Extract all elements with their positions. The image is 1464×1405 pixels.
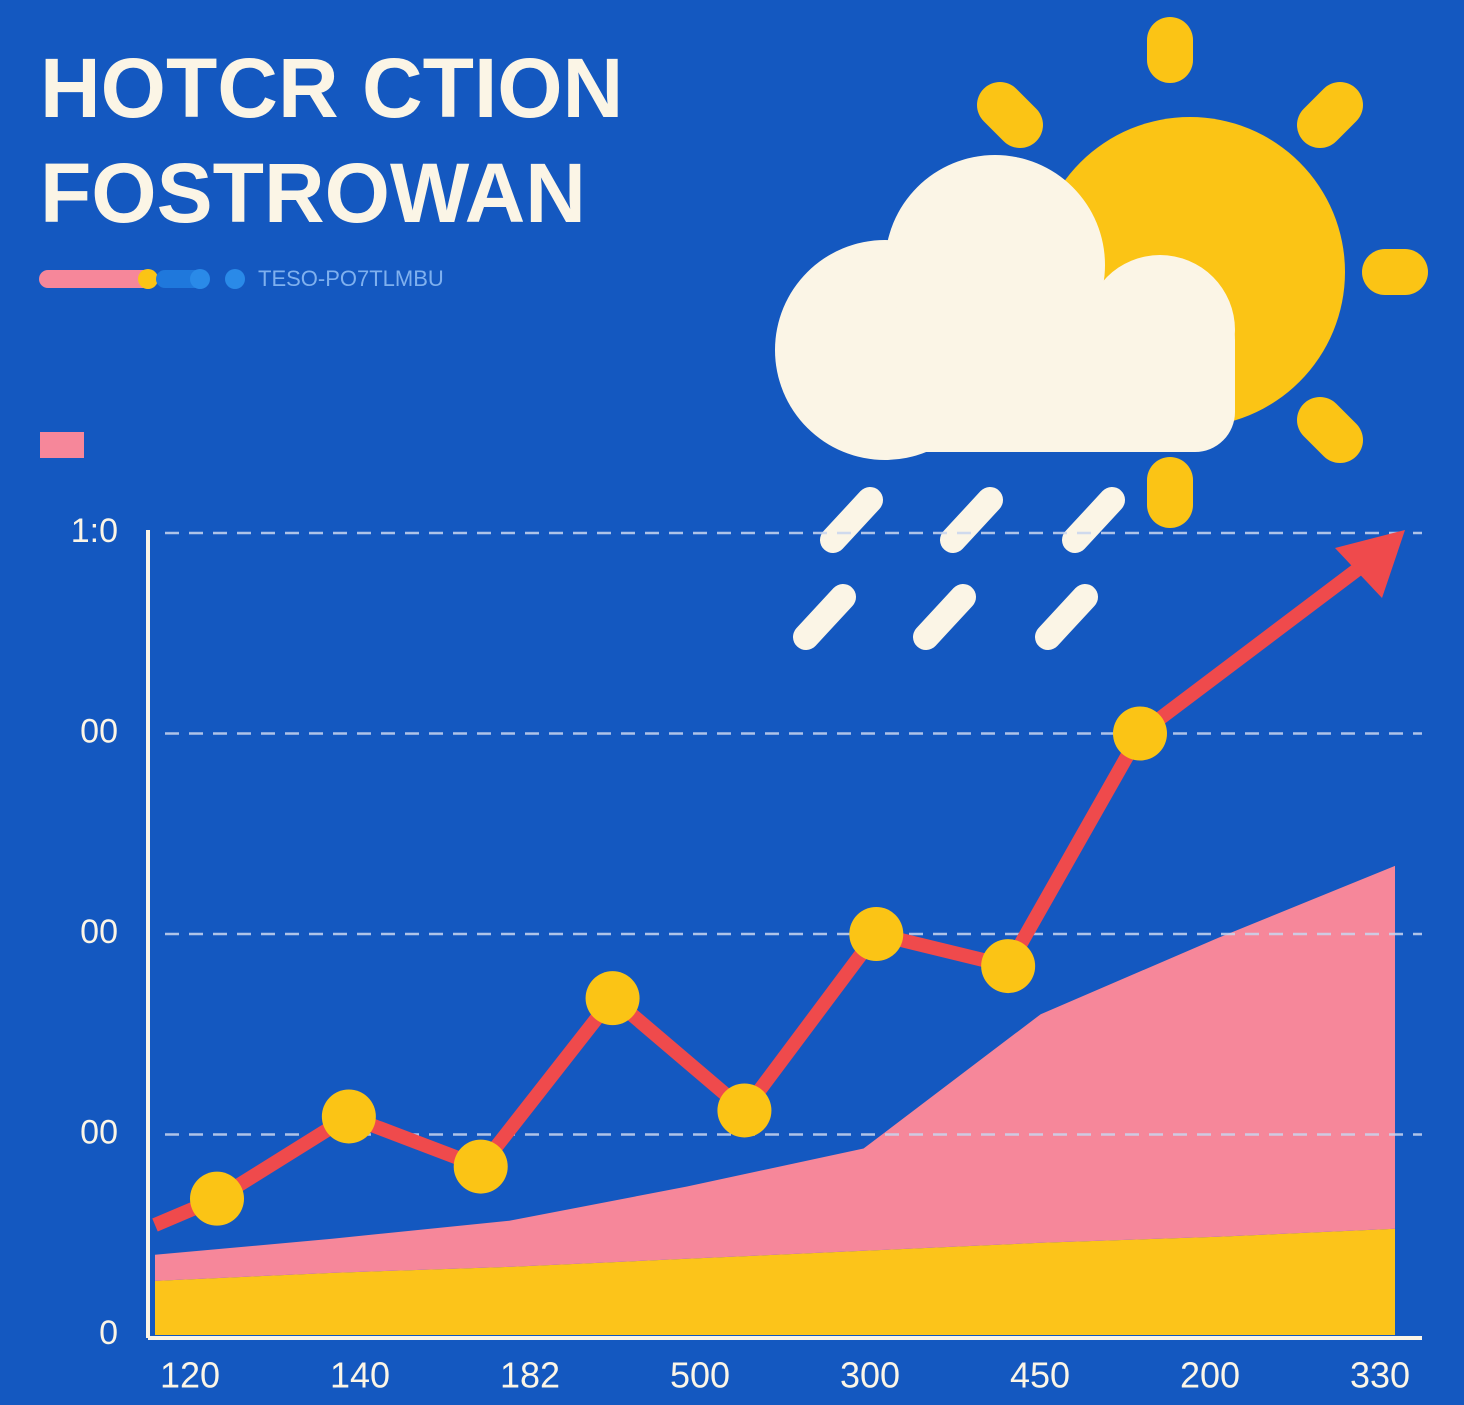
x-tick-label: 120 (160, 1355, 220, 1396)
line-marker (981, 939, 1036, 994)
x-tick-label: 200 (1180, 1355, 1240, 1396)
chart-title: HOTCR CTION (40, 41, 623, 135)
x-tick-label: 500 (670, 1355, 730, 1396)
weather-icon (775, 17, 1428, 650)
line-marker (1113, 706, 1167, 761)
line-marker (453, 1139, 508, 1194)
y-tick-label: 00 (80, 712, 118, 750)
x-tick-label: 450 (1010, 1355, 1070, 1396)
line-marker (585, 971, 640, 1026)
x-tick-label: 140 (330, 1355, 390, 1396)
y-tick-label: 00 (80, 913, 118, 951)
x-tick-label: 182 (500, 1355, 560, 1396)
y-tick-label: 0 (99, 1314, 118, 1352)
y-tick-label: 1:0 (71, 512, 118, 550)
line-marker (321, 1089, 376, 1144)
x-tick-label: 330 (1350, 1355, 1410, 1396)
chart-title: FOSTROWAN (40, 146, 586, 240)
arrow-head (1335, 530, 1405, 598)
legend-decoration (39, 269, 245, 458)
x-tick-label: 300 (840, 1355, 900, 1396)
y-tick-label: 00 (80, 1113, 118, 1151)
area (155, 1228, 1395, 1335)
line-marker (849, 907, 904, 961)
trend-arrow (1135, 554, 1375, 740)
subtitle: TESO-PO7TLMBU (258, 266, 444, 291)
line-marker (190, 1171, 244, 1226)
line-marker (717, 1083, 772, 1138)
area (155, 865, 1395, 1281)
